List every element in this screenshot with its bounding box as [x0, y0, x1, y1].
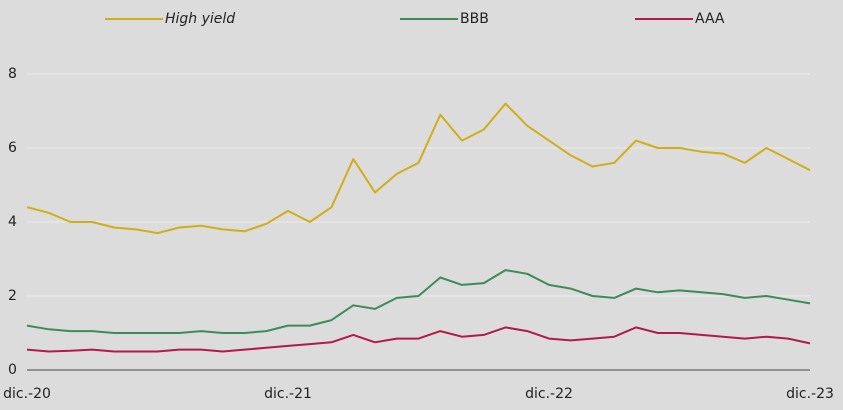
- y-tick-label: 8: [8, 66, 17, 82]
- legend-label: High yield: [165, 11, 235, 27]
- y-tick-label: 0: [8, 362, 17, 378]
- x-tick-label: dic.-21: [264, 386, 312, 402]
- line-series: [26, 102, 811, 235]
- y-tick-label: 6: [8, 140, 17, 156]
- line-series: [26, 269, 811, 334]
- y-tick-label: 4: [8, 214, 17, 230]
- line-series: [26, 326, 811, 353]
- y-tick-label: 2: [8, 288, 17, 304]
- x-tick-label: dic.-23: [786, 386, 834, 402]
- x-tick-label: dic.-22: [525, 386, 573, 402]
- legend-label: BBB: [460, 11, 489, 27]
- x-tick-label: dic.-20: [3, 386, 51, 402]
- legend-label: AAA: [695, 11, 725, 27]
